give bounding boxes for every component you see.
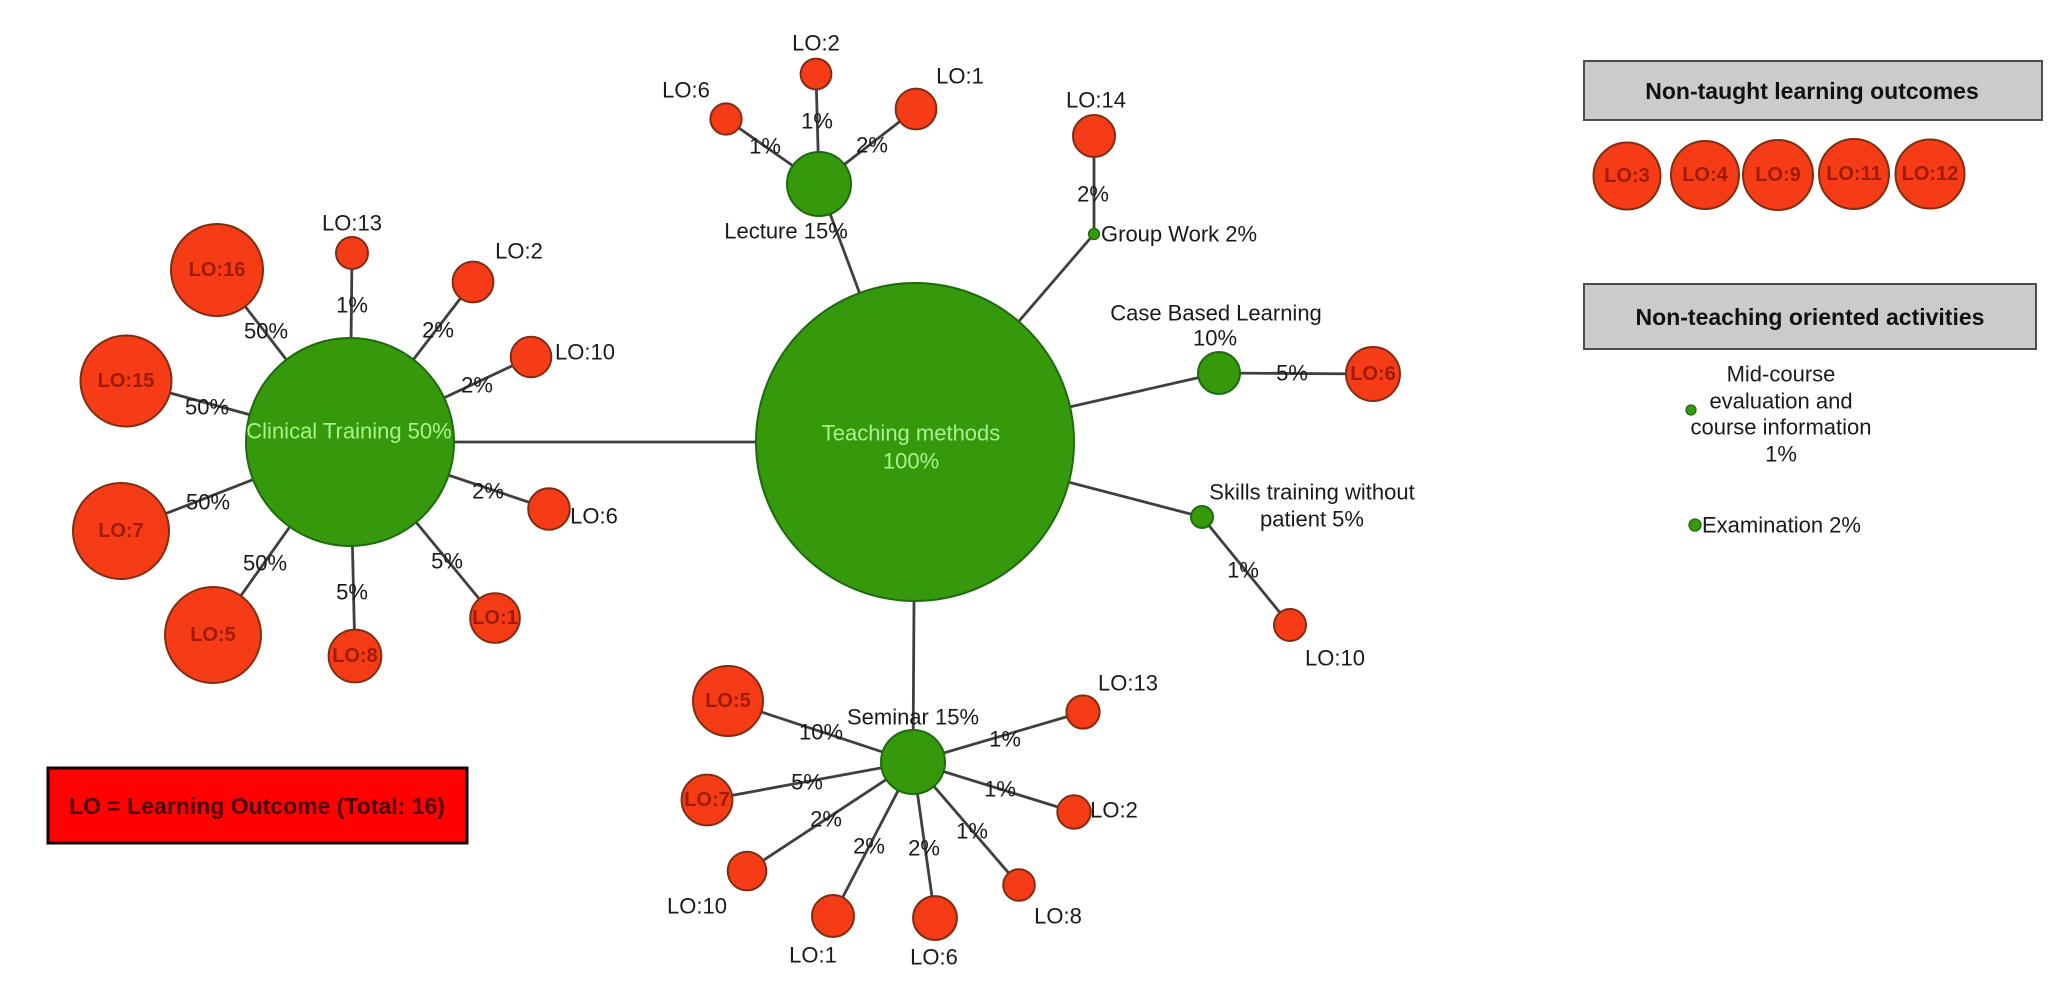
svg-text:LO:2: LO:2	[1090, 798, 1138, 823]
svg-text:Teaching methods: Teaching methods	[822, 421, 1001, 446]
svg-text:LO:13: LO:13	[322, 211, 382, 236]
svg-text:LO:6: LO:6	[910, 945, 958, 970]
svg-text:2%: 2%	[908, 836, 940, 861]
svg-text:Non-taught learning outcomes: Non-taught learning outcomes	[1645, 78, 1979, 104]
svg-text:LO:6: LO:6	[570, 504, 618, 529]
svg-text:LO:3: LO:3	[1604, 165, 1650, 187]
svg-text:Group Work 2%: Group Work 2%	[1101, 222, 1257, 247]
svg-text:5%: 5%	[336, 580, 368, 605]
svg-text:patient 5%: patient 5%	[1260, 507, 1364, 532]
svg-text:1%: 1%	[984, 777, 1016, 802]
svg-text:50%: 50%	[244, 319, 288, 344]
svg-text:LO:5: LO:5	[190, 624, 236, 646]
svg-text:LO:10: LO:10	[667, 894, 727, 919]
svg-text:50%: 50%	[243, 551, 287, 576]
svg-text:1%: 1%	[336, 293, 368, 318]
svg-text:LO:10: LO:10	[1305, 646, 1365, 671]
svg-text:LO:14: LO:14	[1066, 88, 1126, 113]
svg-text:LO:6: LO:6	[662, 78, 710, 103]
svg-text:2%: 2%	[856, 133, 888, 158]
svg-text:50%: 50%	[186, 490, 230, 515]
svg-text:Seminar 15%: Seminar 15%	[847, 705, 979, 730]
svg-text:LO:8: LO:8	[1034, 904, 1082, 929]
svg-text:Case Based Learning: Case Based Learning	[1110, 301, 1322, 326]
svg-text:1%: 1%	[1765, 442, 1797, 467]
svg-text:1%: 1%	[801, 109, 833, 134]
svg-text:evaluation and: evaluation and	[1709, 389, 1852, 414]
svg-text:course information: course information	[1691, 415, 1872, 440]
svg-text:LO:10: LO:10	[555, 340, 615, 365]
svg-text:LO = Learning Outcome (Total:: LO = Learning Outcome (Total: 16)	[69, 793, 445, 819]
svg-text:LO:2: LO:2	[792, 31, 840, 56]
svg-text:5%: 5%	[431, 549, 463, 574]
svg-text:Lecture 15%: Lecture 15%	[724, 219, 848, 244]
svg-text:LO:13: LO:13	[1098, 671, 1158, 696]
svg-text:Non-teaching oriented activiti: Non-teaching oriented activities	[1636, 304, 1985, 330]
svg-text:LO:16: LO:16	[189, 259, 246, 281]
svg-text:5%: 5%	[791, 770, 823, 795]
svg-text:1%: 1%	[956, 819, 988, 844]
svg-text:LO:1: LO:1	[472, 607, 518, 629]
svg-text:LO:9: LO:9	[1755, 164, 1801, 186]
svg-text:Clinical Training 50%: Clinical Training 50%	[246, 419, 451, 444]
svg-text:1%: 1%	[749, 134, 781, 159]
svg-text:5%: 5%	[1276, 361, 1308, 386]
svg-text:2%: 2%	[472, 479, 504, 504]
svg-text:LO:1: LO:1	[789, 943, 837, 968]
svg-text:2%: 2%	[853, 834, 885, 859]
svg-text:10%: 10%	[1193, 326, 1237, 351]
svg-text:LO:4: LO:4	[1682, 164, 1728, 186]
svg-text:LO:5: LO:5	[705, 690, 751, 712]
svg-text:100%: 100%	[883, 449, 939, 474]
svg-text:2%: 2%	[422, 318, 454, 343]
svg-text:LO:8: LO:8	[332, 645, 378, 667]
svg-text:Mid-course: Mid-course	[1727, 362, 1836, 387]
svg-text:LO:12: LO:12	[1902, 163, 1959, 185]
svg-text:50%: 50%	[185, 395, 229, 420]
svg-text:1%: 1%	[1227, 558, 1259, 583]
svg-text:LO:15: LO:15	[98, 370, 155, 392]
svg-text:LO:7: LO:7	[684, 789, 730, 811]
svg-text:2%: 2%	[1077, 182, 1109, 207]
svg-text:10%: 10%	[799, 720, 843, 745]
svg-text:LO:11: LO:11	[1826, 163, 1882, 185]
svg-text:LO:6: LO:6	[1350, 363, 1396, 385]
svg-text:Skills training without: Skills training without	[1209, 480, 1414, 505]
svg-text:Examination 2%: Examination 2%	[1702, 513, 1861, 538]
svg-text:LO:2: LO:2	[495, 239, 543, 264]
svg-text:2%: 2%	[461, 373, 493, 398]
svg-text:2%: 2%	[810, 807, 842, 832]
svg-text:LO:7: LO:7	[98, 520, 144, 542]
svg-text:LO:1: LO:1	[936, 64, 984, 89]
svg-text:1%: 1%	[989, 727, 1021, 752]
